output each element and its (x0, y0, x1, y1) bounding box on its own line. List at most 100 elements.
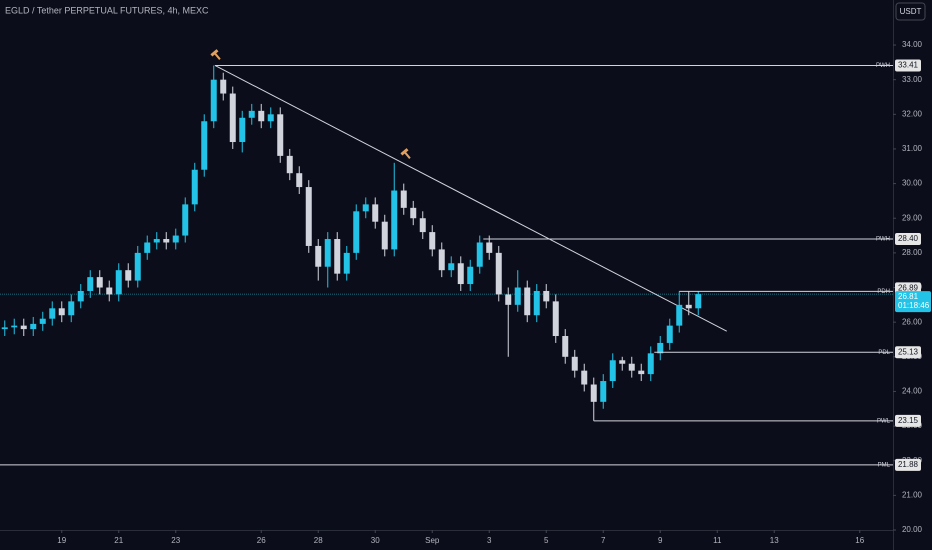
marker-icon (400, 148, 411, 159)
candle-body (296, 173, 303, 188)
x-tick-label: 19 (57, 536, 66, 545)
candle-body (68, 301, 75, 316)
x-tick-label: 7 (601, 536, 606, 545)
level-value-box (895, 346, 921, 359)
candle-body (381, 221, 388, 250)
candle-body (429, 232, 436, 250)
candle-body (324, 239, 331, 267)
candle-body (543, 290, 550, 302)
candle-body (49, 308, 56, 319)
candle-body (600, 381, 607, 402)
candle-body (562, 336, 569, 357)
level-value: 33.41 (898, 61, 919, 70)
y-tick-label: 20.00 (902, 525, 923, 534)
candle-body (457, 263, 464, 285)
candle-body (220, 79, 227, 94)
level-value: 28.40 (898, 234, 919, 243)
x-tick-label: 16 (855, 536, 864, 545)
x-tick-label: 3 (487, 536, 492, 545)
candle-body (476, 242, 483, 267)
y-tick-label: 30.00 (902, 179, 923, 188)
candle-body (533, 290, 540, 316)
candle-body (524, 287, 531, 316)
candle-body (505, 294, 512, 305)
candle-body (638, 370, 645, 375)
y-tick-label: 26.00 (902, 317, 923, 326)
candle-body (191, 169, 198, 205)
candle-body (685, 304, 692, 309)
x-tick-label: 21 (114, 536, 123, 545)
candle-body (87, 277, 94, 291)
x-tick-label: 23 (171, 536, 180, 545)
chart-title: EGLD / Tether PERPETUAL FUTURES, 4h, MEX… (5, 5, 209, 15)
candle-body (657, 342, 664, 354)
candle-body (125, 270, 132, 281)
candle-body (609, 360, 616, 382)
y-tick-label: 31.00 (902, 144, 923, 153)
level-name: PWH (876, 237, 890, 243)
level-value: 26.89 (898, 283, 919, 292)
candle-body (96, 277, 103, 288)
candle-body (581, 370, 588, 385)
level-name: PWH (876, 63, 890, 69)
candle-body (115, 270, 122, 295)
candle-body (77, 290, 84, 302)
candle-body (106, 287, 113, 295)
current-price-box (895, 291, 931, 313)
candle-body (647, 353, 654, 375)
level-name: PDL (878, 350, 890, 356)
candle-body (144, 242, 151, 253)
candle-body (134, 252, 141, 281)
level-value-box (895, 59, 921, 72)
trendline (214, 65, 727, 332)
candle-body (676, 304, 683, 326)
candle-body (248, 110, 255, 118)
candle-body (467, 266, 474, 285)
candle-body (666, 325, 673, 343)
candle-body (182, 204, 189, 236)
candle-body (153, 239, 160, 243)
candle-body (210, 79, 217, 122)
candle-body (1, 327, 8, 330)
x-tick-label: 5 (544, 536, 549, 545)
marker-icon (210, 49, 221, 60)
candle-body (343, 252, 350, 274)
candle-body (400, 190, 407, 208)
currency-label[interactable]: USDT (900, 7, 922, 16)
level-value-box (895, 458, 921, 471)
y-tick-label: 33.00 (902, 75, 923, 84)
level-name: PML (878, 462, 891, 468)
candle-body (239, 117, 246, 143)
candle-body (362, 204, 369, 212)
candle-body (172, 235, 179, 243)
x-tick-label: 26 (257, 536, 266, 545)
candle-body (353, 211, 360, 253)
candle-body (438, 249, 445, 271)
candle-body (391, 190, 398, 250)
candle-body (419, 218, 426, 233)
level-value-box (895, 233, 921, 246)
candle-body (20, 325, 27, 330)
candle-body (11, 325, 18, 328)
candle-body (305, 187, 312, 246)
candle-body (448, 263, 455, 271)
x-tick-label: 11 (713, 536, 722, 545)
currency-button[interactable] (895, 2, 926, 21)
candle-body (571, 356, 578, 371)
x-tick-label: 9 (658, 536, 663, 545)
candle-body (495, 252, 502, 295)
candle-body (619, 360, 626, 364)
candle-body (486, 242, 493, 253)
candle-body (163, 239, 170, 243)
candle-body (372, 204, 379, 222)
candle-body (30, 323, 37, 330)
level-value-box (895, 414, 921, 427)
y-tick-label: 29.00 (902, 213, 923, 222)
candle-body (58, 308, 65, 316)
candle-body (334, 239, 341, 274)
x-tick-label: Sep (425, 536, 440, 545)
x-tick-label: 28 (314, 536, 323, 545)
